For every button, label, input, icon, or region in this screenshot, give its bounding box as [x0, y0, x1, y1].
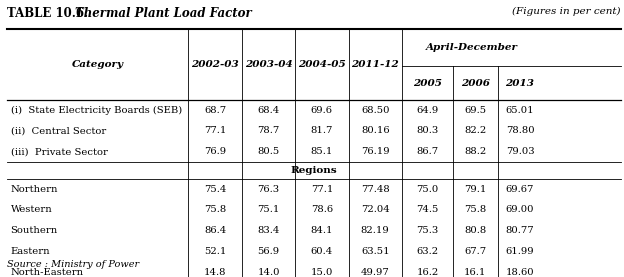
Text: Northern: Northern — [11, 184, 58, 194]
Text: Southern: Southern — [11, 226, 58, 235]
Text: 79.1: 79.1 — [464, 184, 486, 194]
Text: 14.8: 14.8 — [204, 268, 227, 277]
Text: 60.4: 60.4 — [311, 247, 333, 256]
Text: Western: Western — [11, 205, 52, 214]
Text: 80.3: 80.3 — [416, 126, 439, 135]
Text: 77.1: 77.1 — [311, 184, 333, 194]
Text: Regions: Regions — [291, 166, 338, 175]
Text: 67.7: 67.7 — [464, 247, 486, 256]
Text: 78.80: 78.80 — [505, 126, 534, 135]
Text: 69.67: 69.67 — [506, 184, 534, 194]
Text: 86.7: 86.7 — [416, 147, 439, 156]
Text: 76.3: 76.3 — [258, 184, 280, 194]
Text: TABLE 10.6.: TABLE 10.6. — [7, 7, 89, 20]
Text: 61.99: 61.99 — [505, 247, 534, 256]
Text: 80.5: 80.5 — [257, 147, 280, 156]
Text: 75.3: 75.3 — [416, 226, 439, 235]
Text: Category: Category — [72, 60, 124, 69]
Text: 78.7: 78.7 — [257, 126, 280, 135]
Text: Thermal Plant Load Factor: Thermal Plant Load Factor — [75, 7, 251, 20]
Text: 69.5: 69.5 — [464, 106, 486, 115]
Text: 75.8: 75.8 — [204, 205, 227, 214]
Text: 52.1: 52.1 — [204, 247, 227, 256]
Text: 2002-03: 2002-03 — [191, 60, 239, 69]
Text: 68.4: 68.4 — [257, 106, 280, 115]
Text: Source : Ministry of Power: Source : Ministry of Power — [7, 260, 140, 269]
Text: 76.19: 76.19 — [361, 147, 389, 156]
Text: 76.9: 76.9 — [204, 147, 226, 156]
Text: 15.0: 15.0 — [311, 268, 333, 277]
Text: 2006: 2006 — [461, 79, 490, 88]
Text: 80.8: 80.8 — [464, 226, 486, 235]
Text: 75.8: 75.8 — [464, 205, 486, 214]
Text: 80.16: 80.16 — [361, 126, 389, 135]
Text: 2013: 2013 — [505, 79, 535, 88]
Text: 65.01: 65.01 — [505, 106, 534, 115]
Text: 2005: 2005 — [413, 79, 442, 88]
Text: 2011-12: 2011-12 — [351, 60, 399, 69]
Text: 84.1: 84.1 — [311, 226, 333, 235]
Text: 83.4: 83.4 — [257, 226, 280, 235]
Text: 56.9: 56.9 — [258, 247, 280, 256]
Text: 74.5: 74.5 — [416, 205, 439, 214]
Text: 75.0: 75.0 — [416, 184, 439, 194]
Text: 68.7: 68.7 — [204, 106, 226, 115]
Text: 64.9: 64.9 — [416, 106, 439, 115]
Text: 2003-04: 2003-04 — [245, 60, 293, 69]
Text: 14.0: 14.0 — [257, 268, 280, 277]
Text: 72.04: 72.04 — [361, 205, 389, 214]
Text: 69.6: 69.6 — [311, 106, 333, 115]
Text: 77.1: 77.1 — [204, 126, 227, 135]
Text: April-December: April-December — [426, 43, 518, 52]
Text: 81.7: 81.7 — [311, 126, 333, 135]
Text: Eastern: Eastern — [11, 247, 51, 256]
Text: 75.4: 75.4 — [204, 184, 227, 194]
Text: 79.03: 79.03 — [505, 147, 534, 156]
Text: 2004-05: 2004-05 — [298, 60, 346, 69]
Text: (i)  State Electricity Boards (SEB): (i) State Electricity Boards (SEB) — [11, 106, 182, 115]
Text: 63.51: 63.51 — [361, 247, 389, 256]
Text: 86.4: 86.4 — [204, 226, 227, 235]
Text: 82.19: 82.19 — [361, 226, 389, 235]
Text: 18.60: 18.60 — [505, 268, 534, 277]
Text: 49.97: 49.97 — [361, 268, 389, 277]
Text: 16.1: 16.1 — [464, 268, 486, 277]
Text: 77.48: 77.48 — [361, 184, 389, 194]
Text: (iii)  Private Sector: (iii) Private Sector — [11, 147, 107, 156]
Text: 85.1: 85.1 — [311, 147, 333, 156]
Text: 78.6: 78.6 — [311, 205, 333, 214]
Text: 68.50: 68.50 — [361, 106, 389, 115]
Text: 82.2: 82.2 — [464, 126, 486, 135]
Text: 88.2: 88.2 — [464, 147, 486, 156]
Text: (ii)  Central Sector: (ii) Central Sector — [11, 126, 106, 135]
Text: 63.2: 63.2 — [416, 247, 439, 256]
Text: 80.77: 80.77 — [505, 226, 534, 235]
Text: 16.2: 16.2 — [416, 268, 439, 277]
Text: 75.1: 75.1 — [257, 205, 280, 214]
Text: (Figures in per cent): (Figures in per cent) — [512, 7, 621, 16]
Text: North-Eastern: North-Eastern — [11, 268, 84, 277]
Text: 69.00: 69.00 — [505, 205, 534, 214]
